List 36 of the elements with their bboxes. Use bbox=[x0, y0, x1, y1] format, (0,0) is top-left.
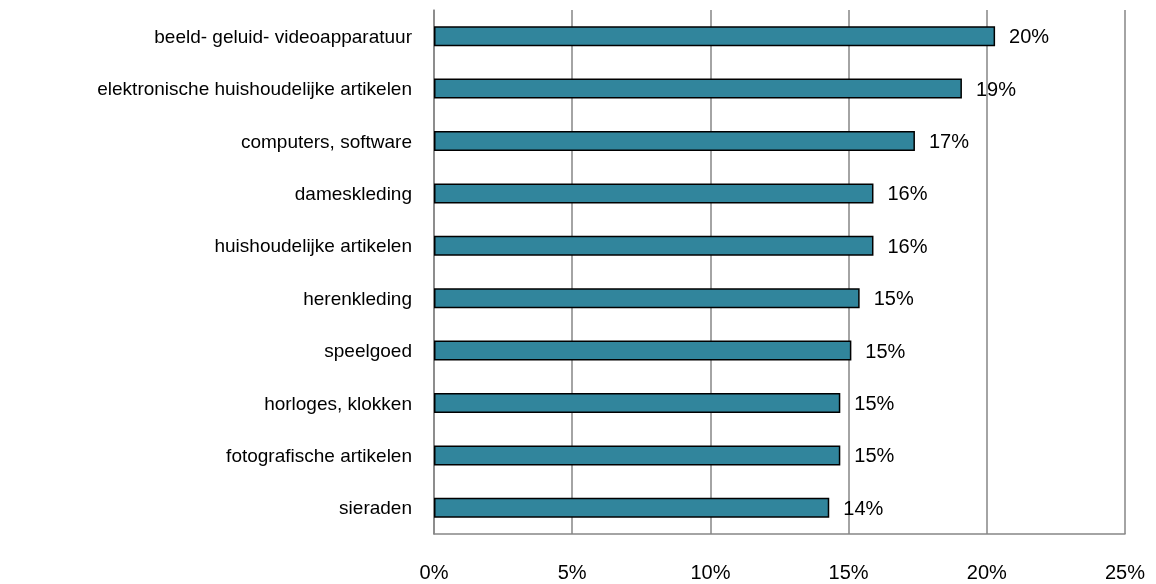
x-tick-label: 25% bbox=[1104, 561, 1146, 583]
x-tick-label: 20% bbox=[966, 561, 1008, 583]
x-tick-label: 5% bbox=[557, 561, 587, 583]
x-tick-label: 0% bbox=[419, 561, 449, 583]
y-tick-label: herenkleding bbox=[303, 287, 412, 309]
y-tick-label: elektronische huishoudelijke artikelen bbox=[97, 78, 412, 100]
bar bbox=[434, 497, 830, 518]
bar bbox=[434, 78, 962, 99]
y-tick-label: computers, software bbox=[240, 130, 412, 152]
data-label: 15% bbox=[854, 392, 895, 414]
data-label: 16% bbox=[887, 182, 928, 205]
bar bbox=[434, 183, 874, 204]
bar bbox=[434, 131, 915, 151]
bar bbox=[434, 445, 841, 466]
y-tick-label: speelgoed bbox=[324, 340, 412, 362]
y-tick-label: fotografische artikelen bbox=[226, 444, 412, 466]
data-label: 20% bbox=[1009, 25, 1050, 48]
y-tick-label: beeld- geluid- videoapparatuur bbox=[154, 25, 413, 47]
y-tick-label: dameskleding bbox=[294, 182, 412, 204]
data-label: 17% bbox=[928, 130, 970, 152]
y-tick-label: huishoudelijke artikelen bbox=[214, 235, 412, 257]
bar bbox=[434, 288, 860, 309]
y-tick-label: horloges, klokken bbox=[264, 392, 412, 414]
bar bbox=[434, 340, 852, 361]
data-label: 15% bbox=[854, 444, 895, 467]
bar bbox=[434, 235, 874, 256]
bar bbox=[434, 26, 996, 47]
data-label: 15% bbox=[865, 339, 906, 362]
bar bbox=[434, 393, 841, 413]
x-tick-label: 10% bbox=[690, 561, 731, 583]
x-tick-label: 15% bbox=[828, 561, 869, 583]
data-label: 15% bbox=[873, 287, 914, 310]
y-tick-label: sieraden bbox=[339, 497, 412, 519]
data-label: 16% bbox=[887, 234, 928, 257]
data-label: 19% bbox=[975, 77, 1017, 100]
data-label: 14% bbox=[843, 496, 884, 519]
